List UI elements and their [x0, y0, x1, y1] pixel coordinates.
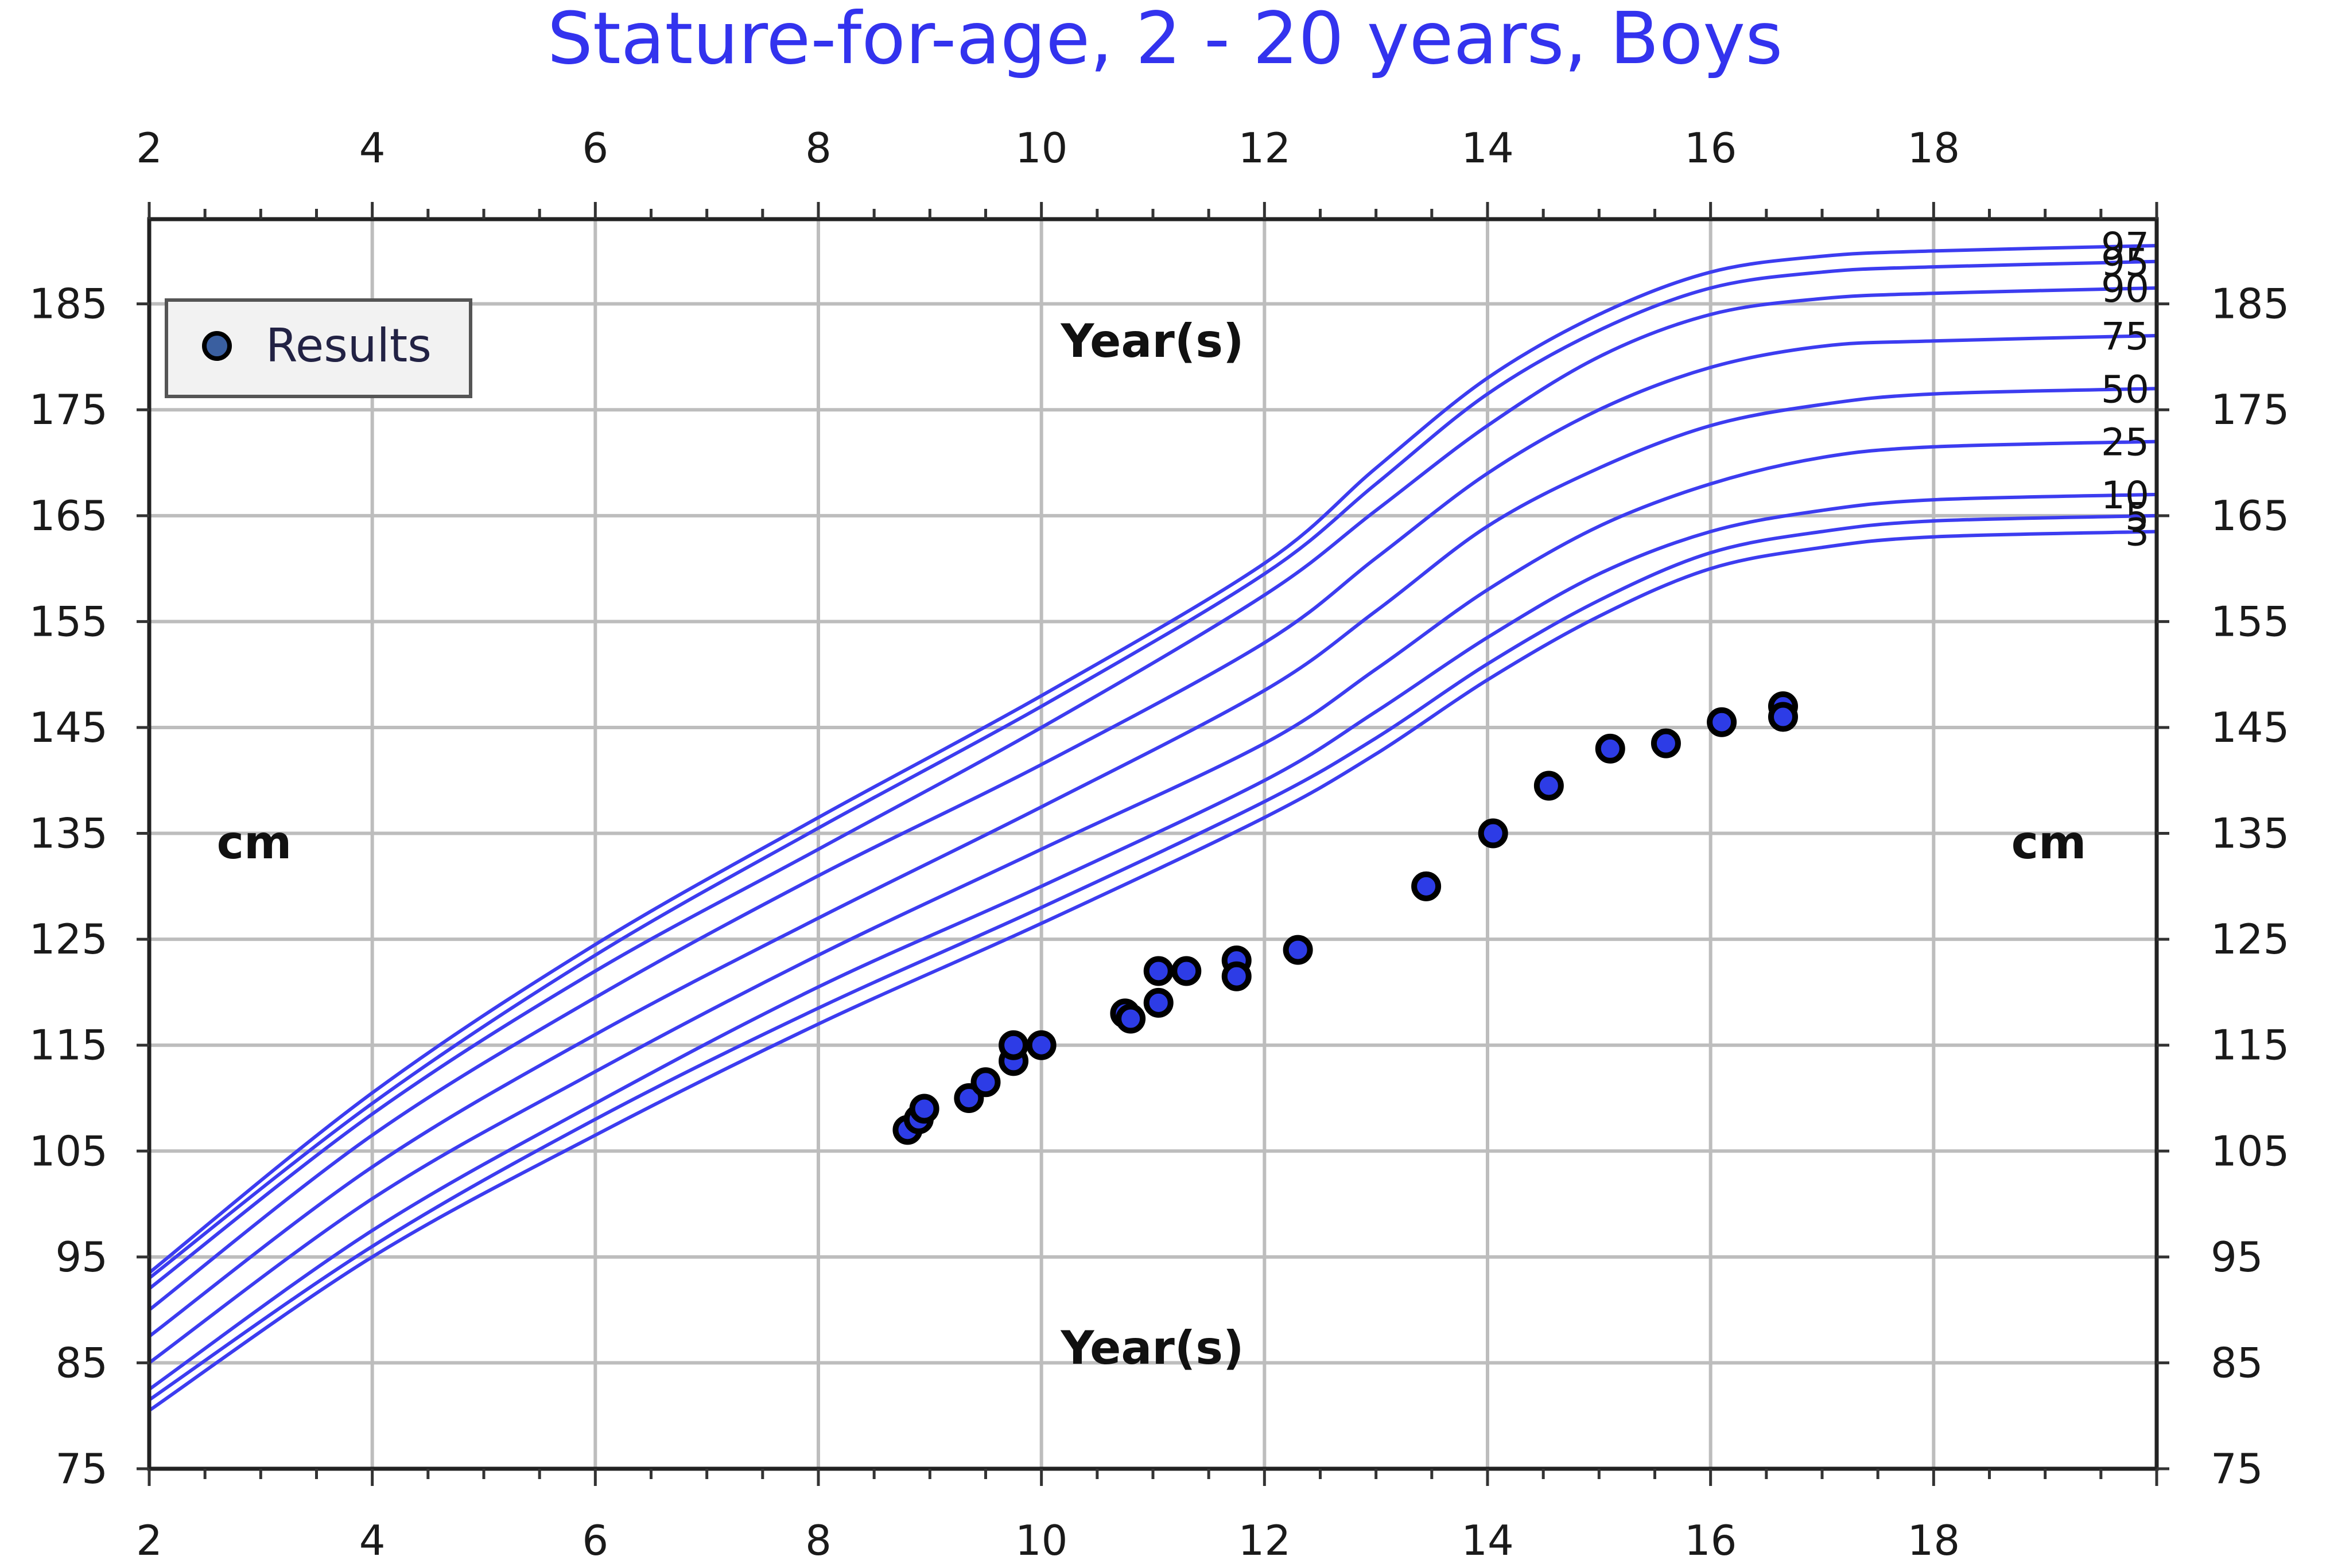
y-axis-label-left: cm: [217, 816, 292, 869]
x-tick-label-bottom-18: 18: [1908, 1516, 1960, 1565]
percentile-curve-25: [148, 439, 2157, 1364]
x-tick-label-bottom-16: 16: [1684, 1516, 1737, 1565]
y-tick-label-left-185: 185: [29, 280, 108, 328]
percentile-label-50: 50: [2101, 367, 2149, 411]
y-tick-label-left-75: 75: [55, 1445, 108, 1493]
y-tick-label-right-115: 115: [2211, 1021, 2289, 1069]
x-axis-label-top: Year(s): [1060, 314, 1244, 368]
x-tick-label-top-8: 8: [805, 124, 832, 172]
result-point-2: [909, 1094, 939, 1124]
result-point-18: [1533, 771, 1564, 801]
result-point-10: [1143, 956, 1174, 986]
x-tick-label-top-14: 14: [1461, 124, 1514, 172]
percentile-label-75: 75: [2101, 314, 2149, 359]
chart-title: Stature-for-age, 2 - 20 years, Boys: [547, 0, 1783, 80]
x-tick-label-top-12: 12: [1238, 124, 1291, 172]
x-tick-label-top-18: 18: [1908, 124, 1960, 172]
result-point-17: [1478, 818, 1508, 849]
percentile-curve-90: [148, 286, 2157, 1290]
x-tick-label-top-6: 6: [582, 124, 608, 172]
y-tick-label-right-135: 135: [2211, 810, 2289, 858]
result-point-4: [970, 1067, 1001, 1098]
x-axis-label-bottom: Year(s): [1060, 1321, 1244, 1375]
legend-marker: [202, 331, 232, 361]
y-tick-label-left-175: 175: [29, 386, 108, 434]
result-point-7: [1026, 1030, 1057, 1060]
axis-tick-labels: 2 2 4 4 6 6 8 8 10 10 12 12 14 14 16 16 18 18 75 75 85 85 95 95…: [29, 124, 2290, 1565]
y-tick-label-right-95: 95: [2211, 1233, 2263, 1281]
percentile-label-90: 90: [2101, 267, 2149, 311]
y-tick-label-right-185: 185: [2211, 280, 2289, 328]
y-tick-label-right-105: 105: [2211, 1127, 2289, 1175]
x-tick-label-bottom-14: 14: [1461, 1516, 1514, 1565]
legend: Results: [165, 298, 472, 398]
y-tick-label-right-145: 145: [2211, 703, 2289, 752]
x-tick-label-top-2: 2: [136, 124, 162, 172]
x-tick-label-top-4: 4: [359, 124, 386, 172]
result-point-16: [1411, 871, 1442, 901]
results-points: [892, 691, 1798, 1145]
percentile-curve-97: [148, 244, 2157, 1274]
y-tick-label-left-125: 125: [29, 915, 108, 963]
y-tick-label-left-115: 115: [29, 1021, 108, 1069]
y-tick-label-left-165: 165: [29, 492, 108, 540]
y-tick-label-left-145: 145: [29, 703, 108, 752]
y-tick-label-right-155: 155: [2211, 597, 2289, 645]
percentile-curves: [148, 244, 2157, 1412]
y-tick-label-left-135: 135: [29, 810, 108, 858]
x-tick-label-bottom-10: 10: [1015, 1516, 1068, 1565]
y-axis-label-right: cm: [2011, 816, 2087, 869]
y-tick-label-left-85: 85: [55, 1339, 108, 1387]
y-tick-label-left-155: 155: [29, 597, 108, 645]
percentile-curve-10: [148, 492, 2157, 1391]
percentile-label-95: 95: [2101, 240, 2149, 285]
percentile-curve-95: [148, 259, 2157, 1280]
result-point-6: [999, 1030, 1029, 1060]
y-tick-label-right-175: 175: [2211, 386, 2289, 434]
x-tick-label-bottom-12: 12: [1238, 1516, 1291, 1565]
result-point-20: [1651, 728, 1681, 758]
x-tick-label-bottom-4: 4: [359, 1516, 386, 1565]
result-point-21: [1707, 707, 1737, 737]
result-point-11: [1143, 987, 1174, 1018]
x-tick-label-bottom-8: 8: [805, 1516, 832, 1565]
percentile-label-3: 3: [2125, 511, 2149, 555]
percentile-curve-3: [148, 530, 2157, 1412]
result-point-12: [1171, 956, 1202, 986]
y-tick-label-left-105: 105: [29, 1127, 108, 1175]
result-point-19: [1595, 733, 1625, 764]
percentile-label-97: 97: [2101, 224, 2149, 269]
percentile-label-5: 5: [2125, 495, 2149, 539]
percentile-label-10: 10: [2101, 473, 2149, 518]
y-tick-label-right-125: 125: [2211, 915, 2289, 963]
percentile-label-25: 25: [2101, 421, 2149, 465]
percentile-curve-75: [148, 334, 2157, 1312]
x-tick-label-top-16: 16: [1684, 124, 1737, 172]
y-tick-label-right-165: 165: [2211, 492, 2289, 540]
result-point-9: [1116, 1003, 1146, 1034]
x-tick-label-top-10: 10: [1015, 124, 1068, 172]
result-point-23: [1768, 702, 1798, 732]
percentile-curve-5: [148, 513, 2157, 1402]
y-tick-label-right-85: 85: [2211, 1339, 2263, 1387]
result-point-15: [1283, 935, 1313, 965]
result-point-14: [1221, 961, 1252, 991]
x-tick-label-bottom-2: 2: [136, 1516, 162, 1565]
y-tick-label-right-75: 75: [2211, 1445, 2263, 1493]
axis-ticks: [137, 202, 2169, 1486]
x-tick-label-bottom-6: 6: [582, 1516, 608, 1565]
y-tick-label-left-95: 95: [55, 1233, 108, 1281]
percentile-curve-50: [148, 387, 2157, 1338]
legend-entry-results: Results: [266, 319, 432, 372]
